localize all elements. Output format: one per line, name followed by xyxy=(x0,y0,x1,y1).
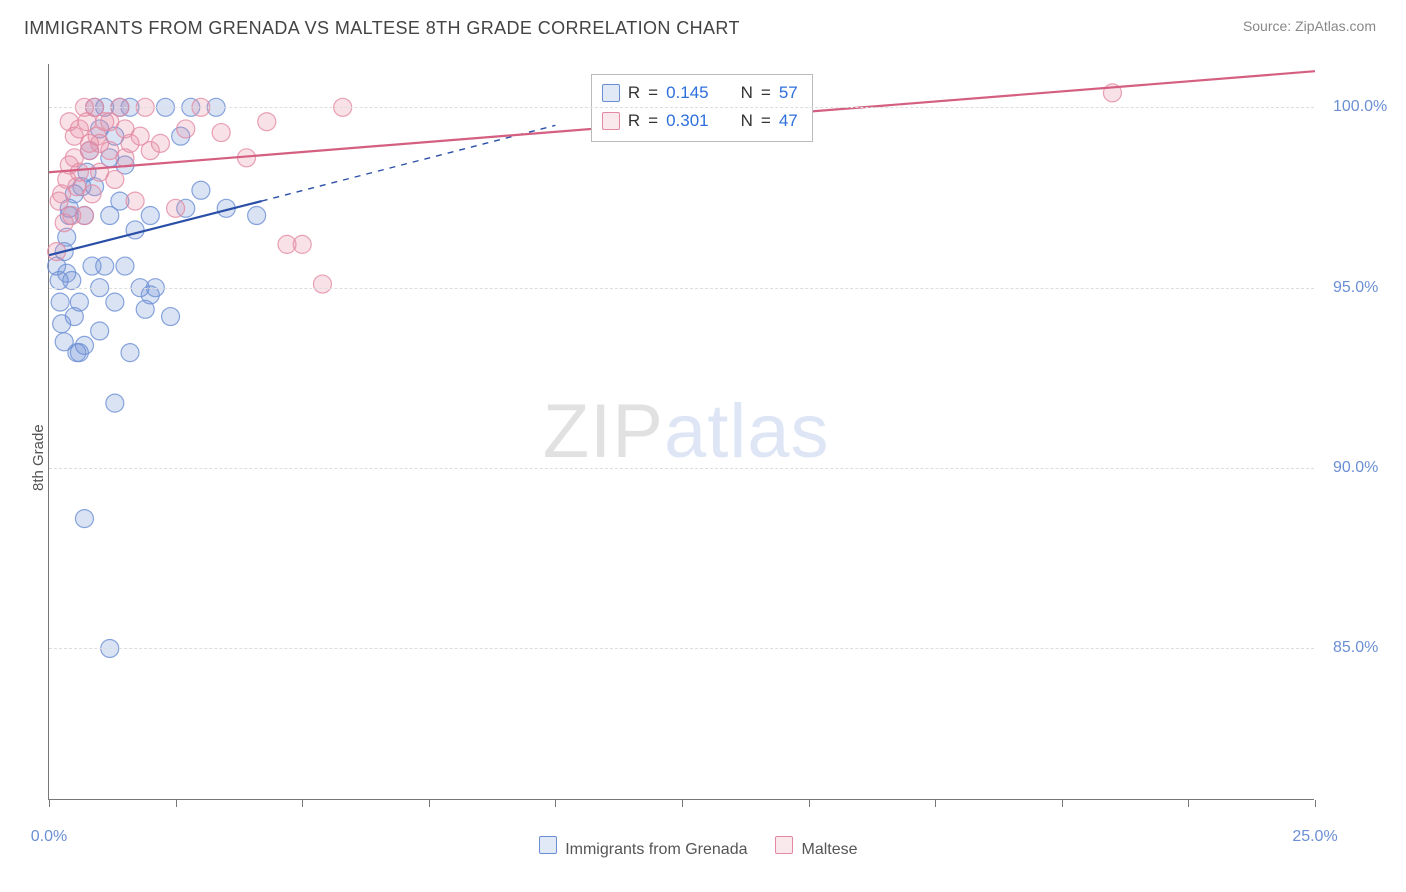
data-point xyxy=(126,221,144,239)
legend-n-label: N xyxy=(741,107,753,135)
data-point xyxy=(192,181,210,199)
x-tick xyxy=(176,800,177,807)
x-tick xyxy=(809,800,810,807)
legend-eq: = xyxy=(761,79,771,107)
data-point xyxy=(70,293,88,311)
legend-n-value: 57 xyxy=(779,79,798,107)
data-point xyxy=(70,163,88,181)
chart-container: ZIPatlas R=0.145N=57R=0.301N=47 100.0%95… xyxy=(24,56,1384,812)
scatter-svg xyxy=(49,64,1315,800)
legend-swatch xyxy=(775,836,793,854)
data-point xyxy=(75,510,93,528)
data-point xyxy=(106,170,124,188)
x-tick xyxy=(682,800,683,807)
x-tick xyxy=(1062,800,1063,807)
trend-line xyxy=(262,125,556,201)
header: IMMIGRANTS FROM GRENADA VS MALTESE 8TH G… xyxy=(0,0,1406,39)
data-point xyxy=(96,257,114,275)
x-tick xyxy=(555,800,556,807)
data-point xyxy=(126,192,144,210)
data-point xyxy=(83,185,101,203)
series-legend: Immigrants from Grenada Maltese xyxy=(539,836,857,859)
legend-eq: = xyxy=(648,79,658,107)
y-tick-label: 90.0% xyxy=(1333,459,1378,477)
data-point xyxy=(151,134,169,152)
y-tick-label: 100.0% xyxy=(1333,98,1387,116)
data-point xyxy=(121,344,139,362)
legend-r-value: 0.301 xyxy=(666,107,709,135)
y-axis-label: 8th Grade xyxy=(30,424,47,491)
legend-n-value: 47 xyxy=(779,107,798,135)
x-tick-label: 25.0% xyxy=(1292,828,1337,846)
gridline xyxy=(49,288,1314,289)
data-point xyxy=(51,293,69,311)
data-point xyxy=(116,257,134,275)
legend-row: R = 0.301 N = 47 xyxy=(602,107,798,135)
data-point xyxy=(91,322,109,340)
legend-r-value: 0.145 xyxy=(666,79,709,107)
data-point xyxy=(293,235,311,253)
gridline xyxy=(49,107,1314,108)
x-tick xyxy=(302,800,303,807)
legend-swatch xyxy=(539,836,557,854)
legend-eq: = xyxy=(648,107,658,135)
legend-swatch xyxy=(602,112,620,130)
legend-item: Maltese xyxy=(775,836,857,859)
data-point xyxy=(141,207,159,225)
y-tick-label: 85.0% xyxy=(1333,639,1378,657)
legend-item: Immigrants from Grenada xyxy=(539,836,747,859)
data-point xyxy=(258,113,276,131)
data-point xyxy=(162,308,180,326)
gridline xyxy=(49,648,1314,649)
x-tick-label: 0.0% xyxy=(31,828,67,846)
data-point xyxy=(248,207,266,225)
data-point xyxy=(75,207,93,225)
data-point xyxy=(212,124,230,142)
data-point xyxy=(177,120,195,138)
legend-n-label: N xyxy=(741,79,753,107)
x-tick xyxy=(1188,800,1189,807)
x-tick xyxy=(49,800,50,807)
data-point xyxy=(106,394,124,412)
legend-eq: = xyxy=(761,107,771,135)
x-tick xyxy=(429,800,430,807)
gridline xyxy=(49,468,1314,469)
x-tick xyxy=(1315,800,1316,807)
x-tick xyxy=(935,800,936,807)
legend-r-label: R xyxy=(628,107,640,135)
y-tick-label: 95.0% xyxy=(1333,279,1378,297)
legend-swatch xyxy=(602,84,620,102)
chart-title: IMMIGRANTS FROM GRENADA VS MALTESE 8TH G… xyxy=(24,18,740,39)
data-point xyxy=(313,275,331,293)
data-point xyxy=(106,293,124,311)
source-label: Source: ZipAtlas.com xyxy=(1243,18,1376,34)
plot-area: ZIPatlas R=0.145N=57R=0.301N=47 100.0%95… xyxy=(48,64,1314,800)
legend-r-label: R xyxy=(628,79,640,107)
data-point xyxy=(167,199,185,217)
data-point xyxy=(75,336,93,354)
legend-row: R = 0.145 N = 57 xyxy=(602,79,798,107)
